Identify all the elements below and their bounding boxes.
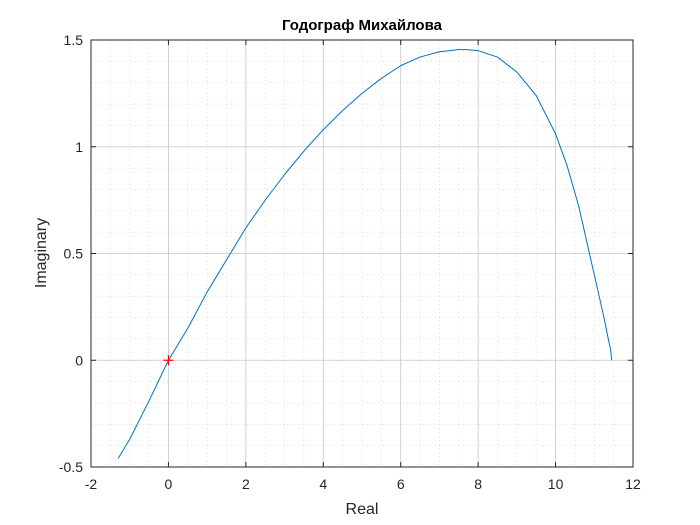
x-tick-label: -2 bbox=[85, 476, 98, 492]
y-axis-label: Imaginary bbox=[33, 218, 50, 288]
chart-title: Годограф Михайлова bbox=[282, 17, 443, 34]
x-tick-label: 8 bbox=[474, 476, 482, 492]
x-axis-label: Real bbox=[346, 501, 379, 518]
y-tick-label: 0 bbox=[75, 352, 83, 368]
x-tick-label: 12 bbox=[625, 476, 641, 492]
major-grid bbox=[91, 40, 633, 467]
y-tick-label: 1.5 bbox=[64, 32, 84, 48]
x-tick-label: 10 bbox=[548, 476, 564, 492]
series-layer bbox=[117, 49, 613, 459]
x-tick-label: 6 bbox=[397, 476, 405, 492]
tick-labels: -2 0 2 4 6 8 10 12 -0.5 0 0.5 1 1.5 bbox=[59, 32, 641, 492]
x-tick-label: 0 bbox=[165, 476, 173, 492]
x-tick-label: 2 bbox=[242, 476, 250, 492]
y-tick-label: 1 bbox=[75, 139, 83, 155]
x-tick-label: 4 bbox=[319, 476, 327, 492]
ticks bbox=[90, 39, 634, 468]
y-tick-label: 0.5 bbox=[64, 246, 84, 262]
series-line-hodograph bbox=[117, 49, 613, 459]
y-tick-label: -0.5 bbox=[59, 459, 83, 475]
marker-layer bbox=[163, 355, 174, 366]
